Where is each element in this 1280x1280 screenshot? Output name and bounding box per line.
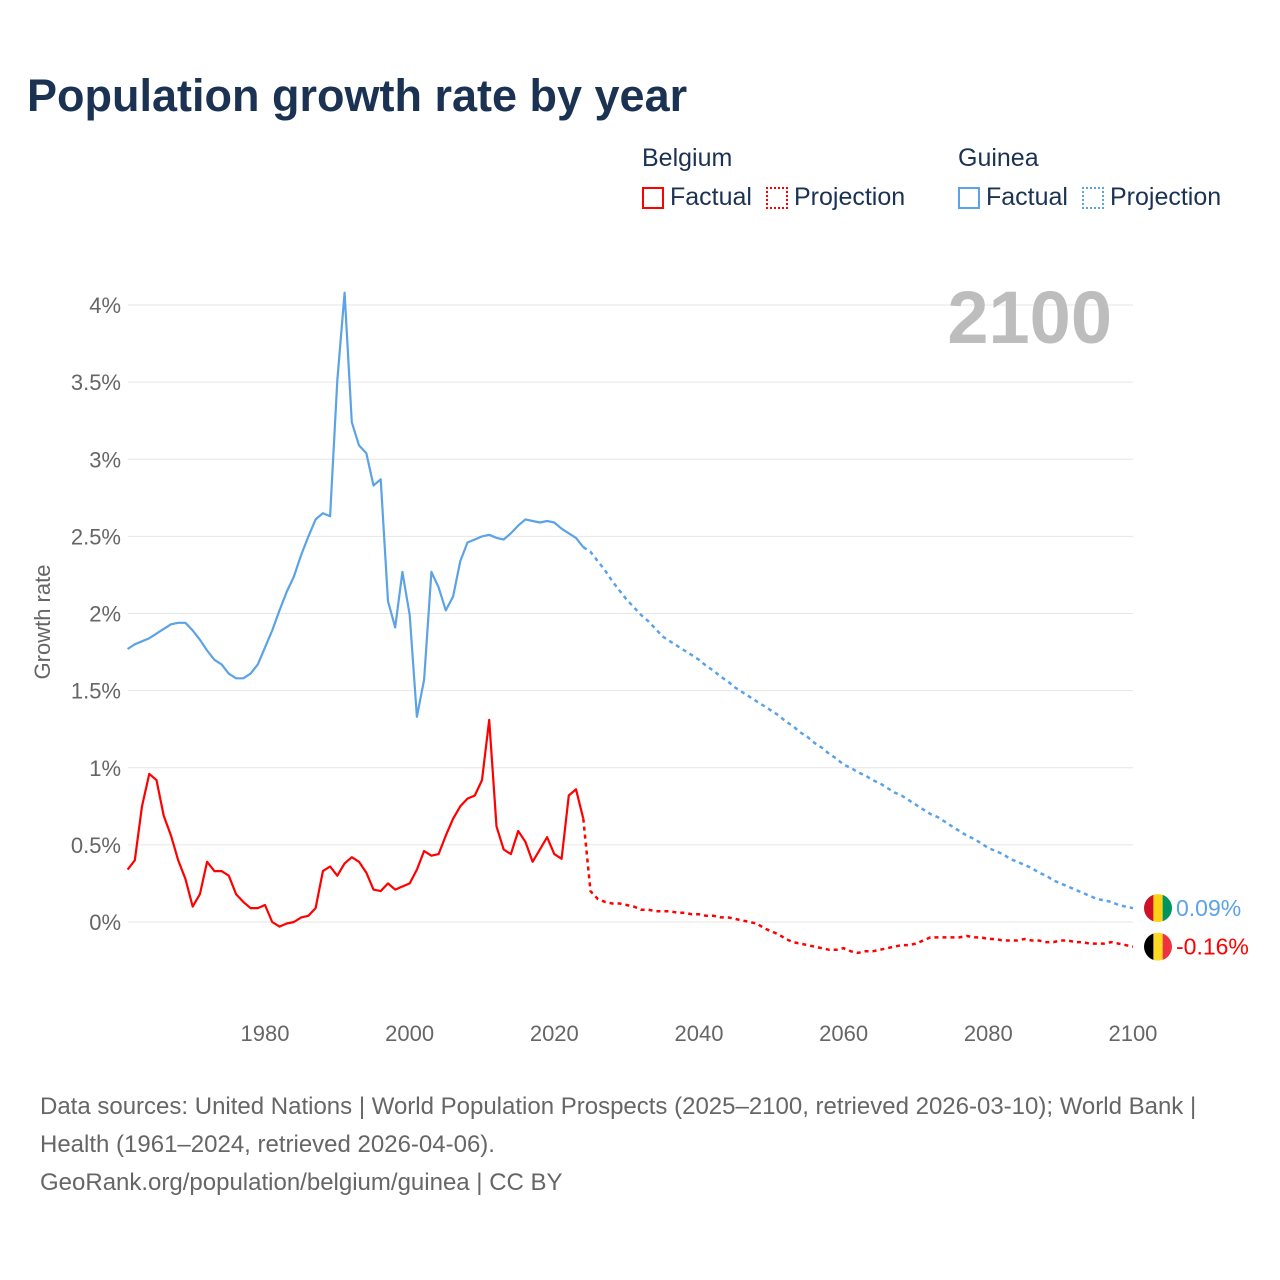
- y-tick-label: 3.5%: [71, 370, 121, 395]
- x-tick-label: 1980: [241, 1021, 290, 1046]
- credit-link[interactable]: GeoRank.org/population/belgium/guinea | …: [40, 1169, 563, 1196]
- y-tick-label: 0%: [89, 910, 121, 935]
- solid-swatch-icon: [642, 186, 664, 209]
- legend-label: Factual: [670, 183, 752, 211]
- guinea-factual-line: [126, 291, 585, 718]
- legend-guinea-projection[interactable]: Projection: [1081, 183, 1222, 212]
- legend-belgium-factual[interactable]: Factual: [642, 183, 752, 212]
- x-tick-label: 2020: [530, 1021, 579, 1046]
- y-tick-label: 3%: [89, 447, 121, 472]
- belgium-flag-icon: [1144, 932, 1172, 961]
- guinea-flag-icon: [1144, 894, 1172, 923]
- y-tick-label: 1.5%: [71, 679, 121, 704]
- y-tick-label: 2.5%: [71, 524, 121, 549]
- y-tick-label: 4%: [89, 293, 121, 318]
- legend-country: Guinea: [958, 144, 1039, 172]
- legend-guinea-factual[interactable]: Factual: [958, 183, 1068, 212]
- y-tick-label: 2%: [89, 602, 121, 627]
- guinea-end-value-label: 0.09%: [1176, 895, 1241, 921]
- y-tick-label: 1%: [89, 756, 121, 781]
- belgium-end-value-label: -0.16%: [1176, 934, 1249, 960]
- legend-label: Projection: [1109, 183, 1222, 211]
- guinea-projection-line: [582, 546, 1134, 910]
- data-sources: Data sources: United Nations | World Pop…: [40, 1093, 1197, 1158]
- belgium-projection-line: [582, 818, 1134, 955]
- belgium-factual-line: [126, 718, 585, 928]
- x-tick-label: 2100: [1108, 1021, 1157, 1046]
- legend-label: Projection: [793, 183, 906, 211]
- year-watermark: 2100: [947, 276, 1112, 359]
- dotted-swatch-icon: [765, 186, 788, 209]
- legend-belgium-projection[interactable]: Projection: [765, 183, 906, 212]
- x-tick-label: 2080: [964, 1021, 1013, 1046]
- solid-swatch-icon: [958, 186, 980, 209]
- footer: Data sources: United Nations | World Pop…: [40, 1088, 1240, 1202]
- legend-label: Factual: [986, 183, 1068, 211]
- y-tick-label: 0.5%: [71, 833, 121, 858]
- x-tick-label: 2000: [385, 1021, 434, 1046]
- y-axis-label: Growth rate: [30, 565, 55, 680]
- chart-title: Population growth rate by year: [27, 70, 688, 121]
- legend-guinea: Guinea Factual Projection: [958, 144, 1221, 212]
- dotted-swatch-icon: [1081, 186, 1104, 209]
- x-tick-label: 2040: [675, 1021, 724, 1046]
- legend-country: Belgium: [642, 144, 733, 172]
- legend-belgium: Belgium Factual Projection: [642, 144, 905, 212]
- x-tick-label: 2060: [819, 1021, 868, 1046]
